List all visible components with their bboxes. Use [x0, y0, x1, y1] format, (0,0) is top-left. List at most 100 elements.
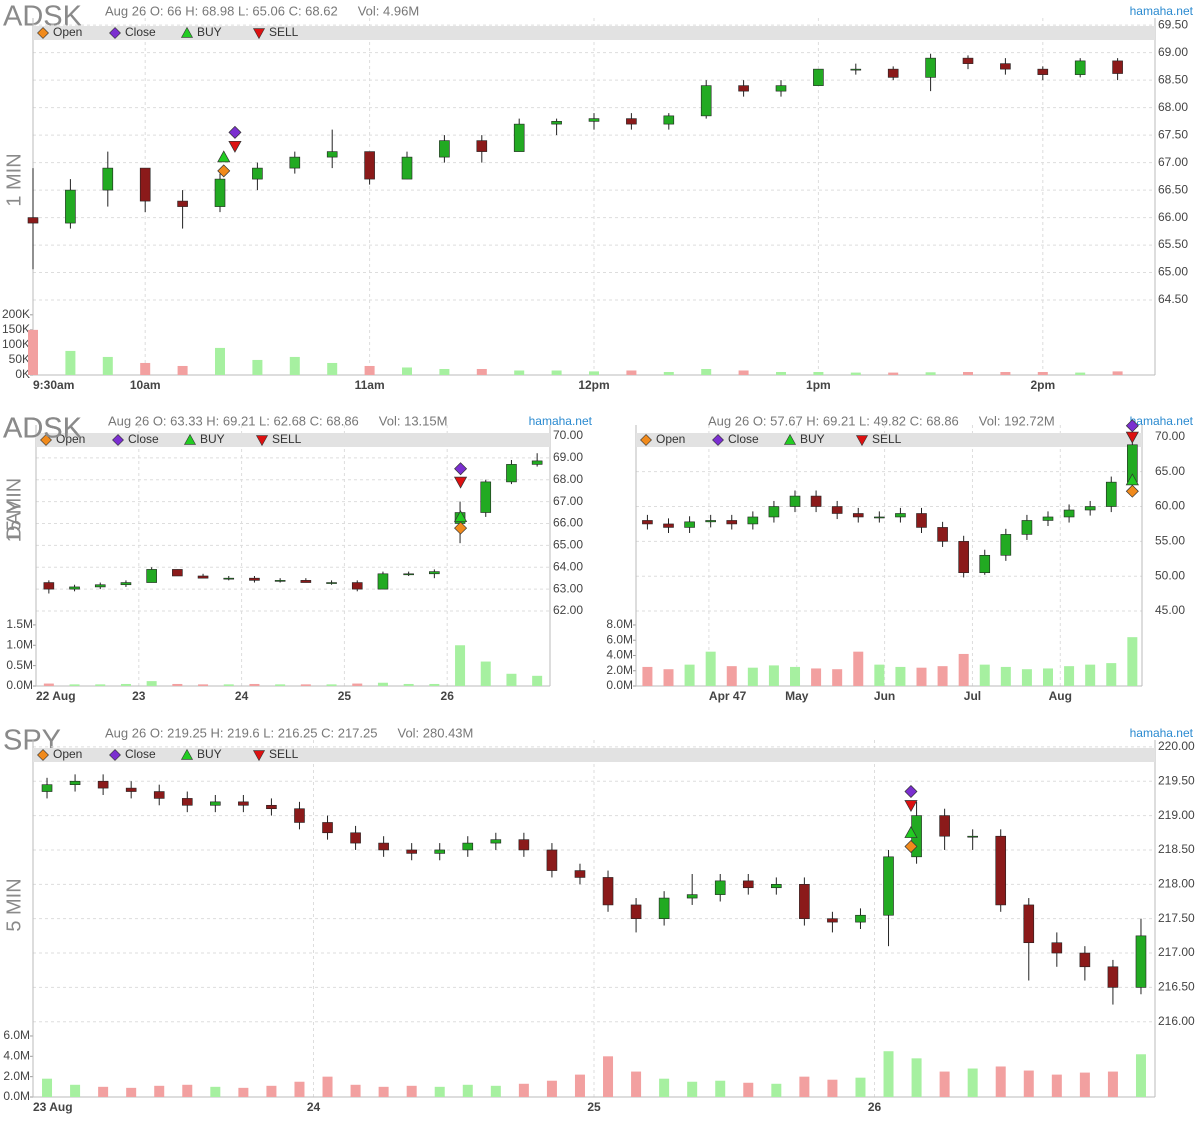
x-tick-label: 24	[307, 1100, 321, 1114]
volume-bar	[855, 1077, 866, 1097]
volume-tick-label: 2.0M	[3, 1069, 30, 1083]
legend-swatch	[180, 748, 194, 760]
candle-body	[480, 481, 492, 513]
candle-body	[874, 516, 885, 519]
volume-bar	[958, 653, 969, 686]
candle-body	[958, 541, 969, 574]
volume-bar	[518, 1083, 529, 1097]
legend-swatch	[252, 750, 266, 762]
volume-info: Vol: 4.96M	[358, 3, 419, 18]
volume-tick-label: 4.0M	[3, 1048, 30, 1062]
y-tick-label: 216.50	[1158, 980, 1195, 994]
candle-body	[439, 140, 450, 158]
trade-marker	[217, 150, 231, 163]
volume-bar	[1127, 637, 1138, 686]
candle-body	[27, 217, 39, 224]
candle-body	[1042, 516, 1054, 521]
volume-tick-label: 8.0M	[606, 617, 633, 631]
x-tick-label: May	[785, 689, 809, 703]
volume-bar	[28, 329, 38, 375]
candle-body	[551, 121, 562, 125]
volume-tick-label: 50K	[9, 352, 30, 366]
candle-body	[768, 506, 780, 518]
y-tick-label: 218.00	[1158, 876, 1195, 890]
legend-label: SELL	[272, 432, 302, 446]
trade-marker	[904, 840, 918, 854]
volume-bar	[967, 1068, 978, 1097]
y-tick-label: 50.00	[1155, 568, 1185, 582]
volume-bar	[911, 1058, 922, 1097]
legend-swatch	[183, 433, 197, 445]
volume-bar	[747, 667, 758, 686]
candle-body	[967, 835, 978, 838]
candle-body	[738, 85, 749, 92]
candle-body	[351, 582, 363, 590]
candle-body	[705, 520, 716, 523]
candle-body	[139, 167, 151, 202]
candle-body	[1037, 68, 1049, 75]
x-tick-label: Aug	[1049, 689, 1072, 703]
y-tick-label: 69.00	[553, 450, 583, 464]
candle-body	[827, 918, 838, 923]
chart-panel: ADSK Aug 26 O: 66 H: 68.98 L: 65.06 C: 68…	[2, 1, 1194, 393]
candle-body	[326, 151, 338, 158]
volume-info: Vol: 192.72M	[979, 413, 1055, 428]
candle-body	[700, 85, 712, 117]
volume-bar	[663, 669, 674, 686]
x-tick-label: 25	[338, 689, 352, 703]
volume-info: Vol: 13.15M	[379, 413, 448, 428]
volume-bar	[377, 682, 388, 686]
candle-body	[252, 167, 263, 180]
volume-tick-label: 1.0M	[6, 637, 33, 651]
candle-body	[177, 200, 188, 207]
candle-body	[43, 582, 55, 590]
timeframe: 5 MIN	[3, 878, 25, 931]
volume-bar	[102, 356, 113, 375]
candle-body	[852, 513, 864, 518]
volume-bar	[799, 1076, 810, 1097]
volume-info: Vol: 280.43M	[397, 725, 473, 740]
chart-panel: ADSK Aug 26 O: 57.67 H: 69.21 L: 49.82 C:…	[3, 413, 1194, 704]
y-tick-label: 64.50	[1158, 292, 1188, 306]
timeframe: 1 MIN	[3, 153, 25, 206]
y-tick-label: 67.50	[1158, 127, 1188, 141]
y-tick-label: 45.00	[1155, 603, 1185, 617]
volume-bar	[626, 370, 637, 375]
legend-swatch	[252, 28, 266, 40]
volume-bar	[589, 371, 599, 375]
volume-bar	[294, 1081, 305, 1097]
candle-body	[642, 520, 653, 525]
y-tick-label: 220.00	[1158, 739, 1195, 753]
volume-bar	[939, 1071, 950, 1097]
volume-bar	[532, 675, 543, 686]
volume-bar	[631, 1071, 642, 1097]
volume-bar	[506, 673, 517, 686]
candle-body	[799, 884, 810, 919]
x-tick-label: 24	[235, 689, 249, 703]
volume-bar	[462, 1084, 473, 1097]
candle-body	[979, 554, 991, 574]
y-tick-label: 69.00	[1158, 45, 1188, 59]
volume-bar	[43, 683, 54, 686]
volume-bar	[726, 666, 737, 686]
candle-body	[294, 808, 305, 823]
volume-bar	[684, 664, 695, 686]
candle-body	[602, 877, 614, 906]
candle-body	[350, 832, 361, 844]
volume-bar	[916, 667, 927, 686]
candle-body	[831, 506, 843, 514]
trade-marker	[454, 462, 468, 476]
volume-bar	[120, 683, 131, 686]
volume-bar	[350, 1084, 361, 1097]
volume-bar	[378, 1086, 389, 1097]
legend-label: Close	[728, 432, 759, 446]
candle-body	[69, 586, 80, 590]
candle-body	[1112, 60, 1123, 74]
volume-bar	[551, 370, 562, 375]
candle-body	[238, 801, 249, 806]
volume-bar	[832, 669, 843, 686]
volume-bar	[979, 664, 990, 686]
candle-body	[462, 842, 474, 851]
legend-swatch	[255, 435, 269, 447]
volume-bar	[888, 372, 899, 375]
